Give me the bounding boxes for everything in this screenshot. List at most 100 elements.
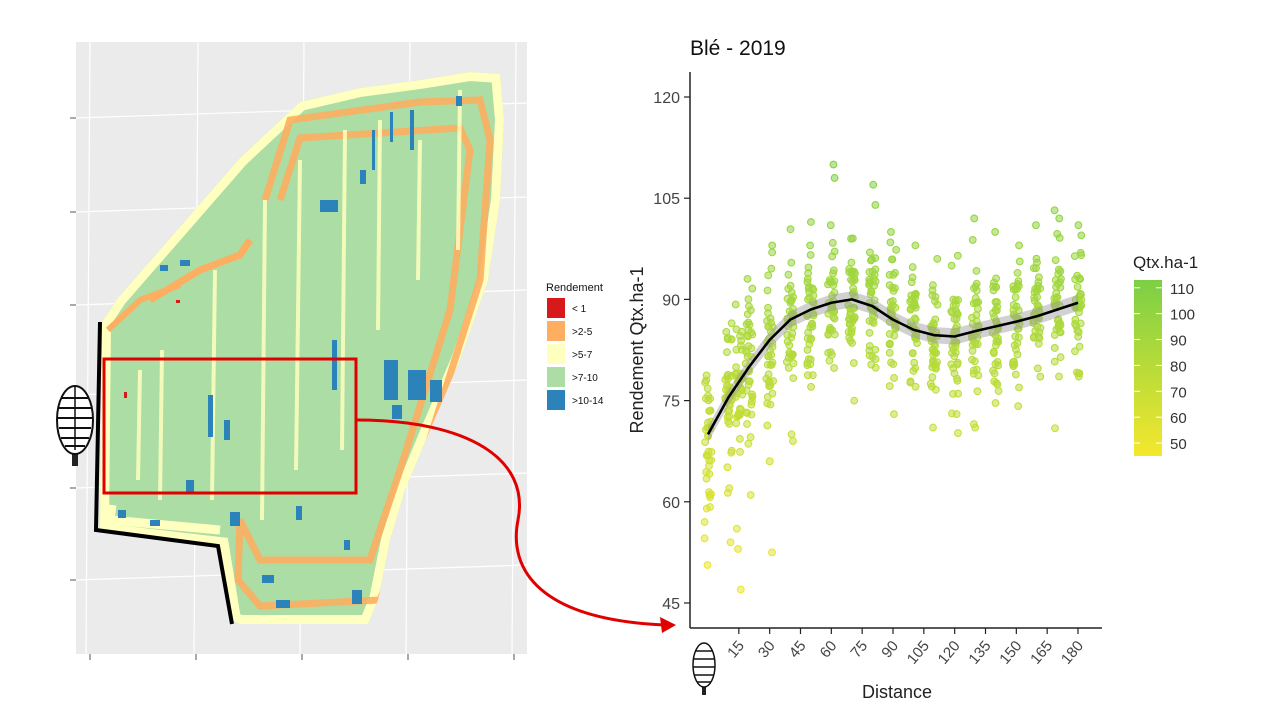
scatter-point <box>727 446 736 455</box>
scatter-point <box>735 434 744 443</box>
scatter-point <box>768 389 777 398</box>
map-legend-label: >10-14 <box>572 396 604 407</box>
scatter-point <box>1051 256 1060 265</box>
scatter-point <box>1029 333 1038 342</box>
scatter-point <box>744 295 753 304</box>
scatter-point <box>764 370 773 379</box>
scatter-point <box>1077 290 1085 299</box>
x-tick-label: 30 <box>755 638 779 662</box>
scatter-point <box>787 258 796 267</box>
scatter-point <box>768 342 777 351</box>
scatter-point <box>744 439 753 448</box>
scatter-point <box>786 298 795 307</box>
scatter-point <box>748 392 757 401</box>
scatter-point <box>765 457 774 466</box>
scatter-point <box>908 349 917 358</box>
x-tick-label: 135 <box>965 638 994 668</box>
scatter-point <box>1050 294 1059 303</box>
scatter-point <box>928 286 937 295</box>
arrow-head-icon <box>660 617 676 633</box>
scatter-point <box>1070 252 1079 261</box>
scatter-points <box>700 160 1086 594</box>
yield-map-panel: Rendement < 1 >2-5 >5-7 >7-10 >10-14 <box>56 41 604 660</box>
scatter-point <box>1013 268 1022 277</box>
scatter-point <box>827 306 835 315</box>
scatter-point <box>700 534 709 543</box>
scatter-point <box>723 463 732 472</box>
scatter-point <box>828 238 837 247</box>
scatter-point <box>849 359 858 367</box>
x-tick-label: 15 <box>724 638 748 662</box>
scatter-point <box>748 284 757 293</box>
scatter-point <box>826 221 835 230</box>
scatter-point <box>949 345 958 354</box>
scatter-point <box>804 328 812 337</box>
scatter-point <box>990 313 999 322</box>
scatter-point <box>783 357 791 366</box>
scatter-point <box>890 374 898 382</box>
scatter-point <box>828 350 836 359</box>
scatter-point <box>723 372 732 381</box>
axis-tree-icon <box>692 642 716 695</box>
scatter-point <box>746 491 755 499</box>
scatter-point <box>885 281 894 290</box>
scatter-point <box>1073 283 1082 291</box>
scatter-point <box>1036 372 1045 381</box>
scatter-point <box>1036 324 1045 332</box>
scatter-point <box>744 342 753 351</box>
scatter-point <box>1013 350 1022 359</box>
scatter-point <box>954 429 962 437</box>
scatter-point <box>744 318 753 327</box>
scatter-point <box>910 358 919 367</box>
scatter-point <box>1055 214 1064 223</box>
scatter-point <box>953 374 961 383</box>
scatter-point <box>968 236 977 244</box>
scatter-point <box>809 309 818 318</box>
scatter-point <box>1034 273 1043 282</box>
trend-line <box>706 298 1079 435</box>
scatter-point <box>1054 265 1063 274</box>
scatter-point <box>911 382 920 391</box>
scatter-point <box>764 309 772 318</box>
scatter-point <box>911 241 920 250</box>
scatter-point <box>907 317 915 326</box>
scatter-point <box>736 447 744 456</box>
scatter-point <box>706 394 715 403</box>
map-legend-label: < 1 <box>572 304 587 315</box>
scatter-point <box>1051 424 1059 433</box>
map-legend-label: >7-10 <box>572 373 598 384</box>
scatter-point <box>1056 278 1064 286</box>
scatter-point <box>871 363 880 372</box>
map-legend-title: Rendement <box>546 282 603 294</box>
scatter-point <box>786 225 795 234</box>
scatter-point <box>725 484 734 493</box>
scatter-point <box>830 277 839 286</box>
scatter-point <box>804 263 813 272</box>
scatter-point <box>869 180 878 189</box>
scatter-point <box>953 310 962 319</box>
scatter-point <box>993 380 1002 389</box>
scatter-point <box>1011 332 1020 341</box>
y-tick-label: 90 <box>662 292 680 309</box>
scatter-point <box>1014 277 1023 286</box>
scatter-point <box>971 282 980 291</box>
chart-title: Blé - 2019 <box>690 37 786 60</box>
scatter-point <box>971 423 980 432</box>
scatter-point <box>886 238 895 247</box>
scatter-point <box>953 251 962 260</box>
highlight-box <box>102 357 358 495</box>
scatter-point <box>1014 402 1023 411</box>
scatter-point <box>703 384 712 393</box>
scatter-point <box>727 319 736 328</box>
colorbar-tick-label: 70 <box>1170 384 1187 401</box>
y-tick-label: 120 <box>653 90 680 107</box>
scatter-point <box>850 396 859 405</box>
scatter-point <box>909 367 918 375</box>
scatter-point <box>829 269 837 278</box>
scatter-point <box>807 218 815 226</box>
scatter-point <box>887 228 895 236</box>
x-tick-label: 90 <box>878 638 902 662</box>
y-tick-label: 45 <box>662 596 680 613</box>
scatter-point <box>732 419 741 428</box>
